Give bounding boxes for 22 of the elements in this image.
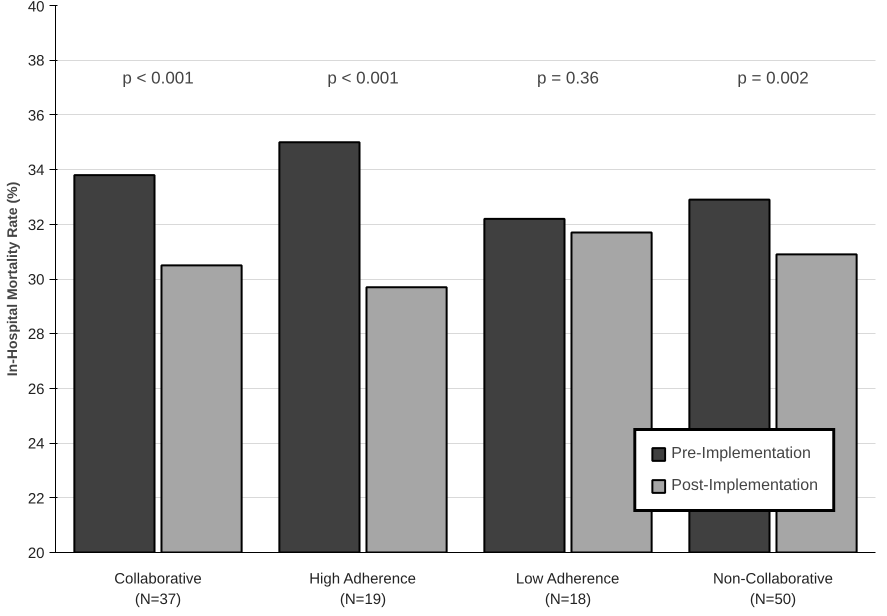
annotation: p < 0.001 <box>327 68 399 88</box>
x-tick-label: Collaborative (N=37) <box>114 570 202 608</box>
annotation: p < 0.001 <box>122 68 194 88</box>
x-tick-label: Low Adherence (N=18) <box>516 570 620 608</box>
annotation: p = 0.002 <box>737 68 809 88</box>
y-tick-label: 22 <box>28 490 45 508</box>
y-tick-label: 24 <box>28 436 45 453</box>
y-tick-label: 32 <box>28 216 45 234</box>
legend-label: Pre-Implementation <box>671 445 811 463</box>
y-tick-label: 38 <box>28 52 45 70</box>
legend-label: Post-Implementation <box>671 477 818 495</box>
y-tick-label: 30 <box>28 272 45 288</box>
y-tick-label: 36 <box>28 107 45 124</box>
y-tick-label: 40 <box>28 0 45 16</box>
y-tick-label: 20 <box>28 545 45 562</box>
x-tick-label: Non-Collaborative (N=50) <box>712 570 834 608</box>
x-tick-label: High Adherence (N=19) <box>309 570 416 608</box>
y-axis-title: In-Hospital Mortality Rate (%) <box>4 182 20 376</box>
y-tick-label: 28 <box>28 326 45 344</box>
annotation: p = 0.36 <box>537 68 599 88</box>
y-tick-label: 34 <box>28 162 45 180</box>
y-tick-label: 26 <box>28 380 45 398</box>
